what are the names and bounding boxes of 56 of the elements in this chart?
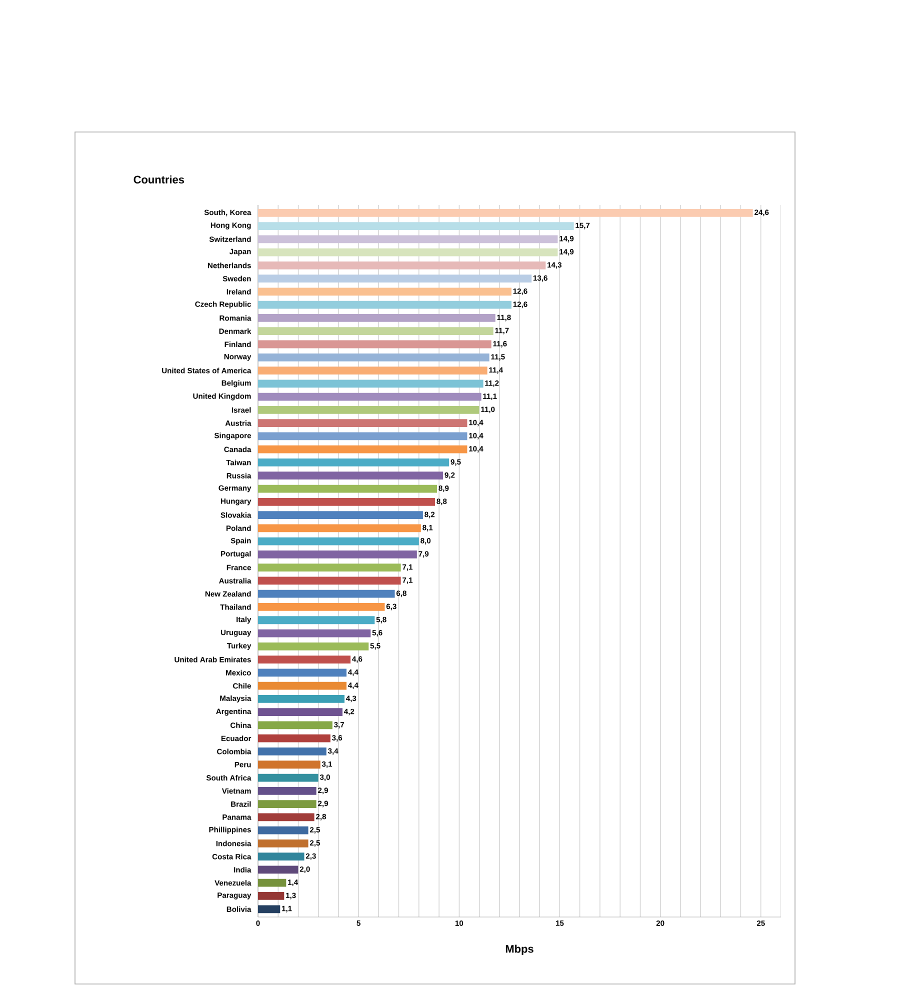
x-axis-title: Mbps [506,944,534,955]
bar [258,498,436,506]
y-axis-title: Countries [134,175,184,184]
bar [258,445,468,454]
bar [258,721,332,730]
bar [258,682,347,690]
bar [258,616,375,624]
bar [258,458,450,466]
bar [258,656,351,664]
bar [258,892,284,900]
bar [258,314,496,322]
bar [258,603,385,611]
bar [258,878,286,887]
bar [258,564,401,572]
bar [258,905,280,914]
bar [258,248,558,256]
bar [258,576,401,585]
bar [258,432,468,440]
bar [258,406,480,414]
bar [258,222,574,230]
bar [258,813,314,822]
bar [258,380,484,388]
bar [258,274,532,283]
bar [258,235,558,244]
bar [258,629,371,638]
bar [258,760,320,769]
bar [258,734,330,742]
bar [258,208,753,217]
bar [258,840,308,848]
bar [258,642,369,650]
bar [258,866,298,874]
bar [258,511,423,519]
bar [258,472,444,480]
bar [258,288,512,296]
bar [258,826,308,834]
bar [258,300,512,309]
bar [258,537,419,546]
bar [258,590,395,598]
bar [258,327,494,336]
bar [258,419,468,428]
bar [258,708,342,716]
bar [258,366,488,374]
bar [258,852,304,861]
bar [258,353,490,362]
bar [258,695,344,703]
bar [258,786,316,795]
bar [258,261,546,270]
bar [258,484,438,493]
bar [258,340,492,348]
bar [258,550,417,558]
bar [258,392,482,401]
bar [258,748,326,756]
bar [258,524,421,532]
bar [258,800,316,808]
bar [258,774,318,782]
bar [258,668,347,677]
